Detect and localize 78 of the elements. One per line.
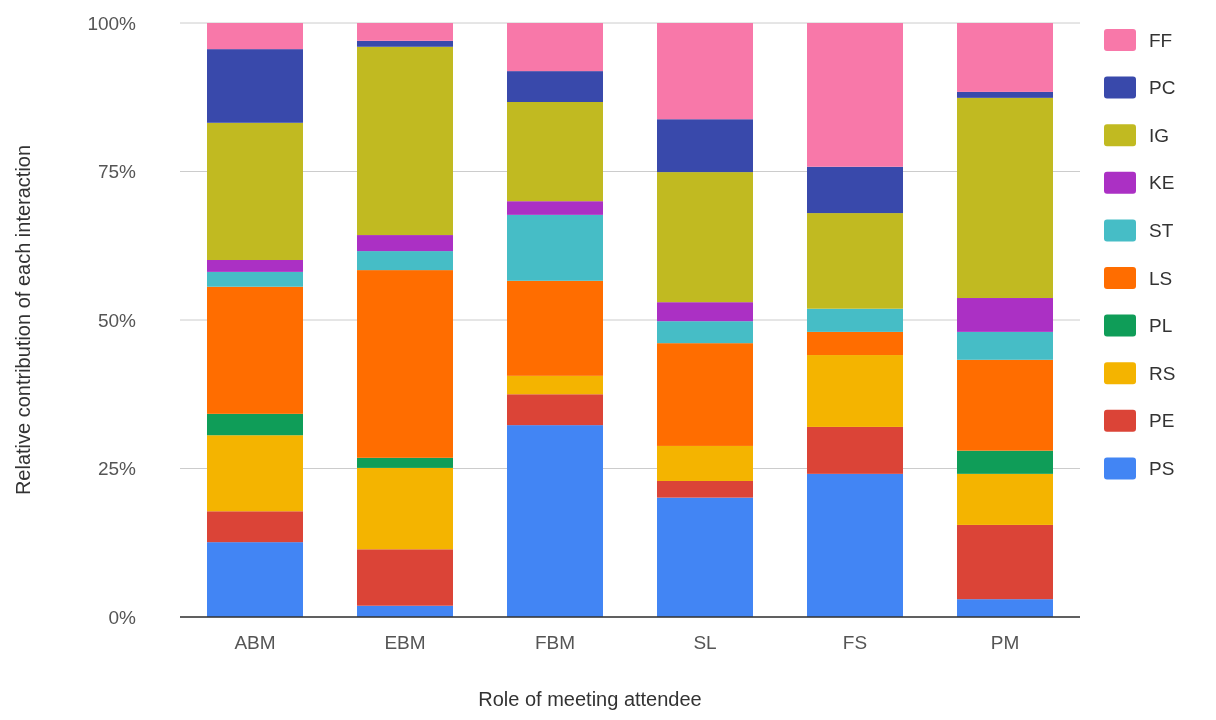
bar bbox=[807, 166, 903, 214]
bar bbox=[957, 359, 1053, 451]
bar bbox=[957, 298, 1053, 332]
bar bbox=[657, 172, 753, 303]
legend-label: KE bbox=[1149, 172, 1175, 194]
y-tick-label: 100% bbox=[87, 12, 137, 34]
bar bbox=[507, 23, 603, 72]
bar bbox=[957, 23, 1053, 92]
bar bbox=[957, 524, 1053, 600]
bar bbox=[207, 435, 303, 512]
legend-label: PE bbox=[1149, 410, 1175, 432]
x-tick-label: ABM bbox=[234, 632, 276, 653]
bar bbox=[207, 413, 303, 436]
bar bbox=[807, 473, 903, 617]
x-tick-label: EBM bbox=[384, 632, 426, 653]
bar bbox=[507, 71, 603, 102]
x-tick-label: PM bbox=[990, 632, 1020, 653]
bar bbox=[507, 280, 603, 376]
bar bbox=[207, 271, 303, 287]
bar bbox=[357, 549, 453, 606]
bar bbox=[357, 467, 453, 550]
legend-label: LS bbox=[1149, 267, 1173, 289]
bar bbox=[357, 235, 453, 252]
bar bbox=[807, 331, 903, 356]
bar bbox=[207, 511, 303, 543]
bar bbox=[657, 23, 753, 120]
bar bbox=[207, 122, 303, 261]
bar bbox=[957, 450, 1053, 474]
bar bbox=[507, 102, 603, 202]
bar bbox=[357, 270, 453, 458]
bar bbox=[957, 473, 1053, 525]
bar bbox=[207, 286, 303, 414]
legend-label: RS bbox=[1149, 362, 1176, 384]
bar bbox=[957, 331, 1053, 360]
bar bbox=[657, 302, 753, 322]
bar bbox=[657, 343, 753, 446]
x-tick-label: FBM bbox=[534, 632, 576, 653]
legend-label: PL bbox=[1149, 315, 1173, 337]
legend-label: ST bbox=[1149, 220, 1174, 242]
bar bbox=[357, 457, 453, 468]
x-axis-title: Role of meeting attendee bbox=[478, 688, 702, 710]
bar bbox=[807, 355, 903, 427]
bar bbox=[807, 23, 903, 167]
bar bbox=[507, 214, 603, 281]
bar bbox=[357, 40, 453, 47]
bar bbox=[357, 46, 453, 236]
x-tick-label: FS bbox=[842, 632, 868, 653]
legend-label: IG bbox=[1149, 124, 1170, 146]
bar bbox=[657, 321, 753, 344]
bar bbox=[957, 599, 1053, 617]
bar bbox=[657, 480, 753, 498]
legend-label: PC bbox=[1149, 77, 1176, 99]
bar bbox=[657, 445, 753, 481]
bar bbox=[507, 394, 603, 426]
y-tick-label: 50% bbox=[97, 309, 137, 331]
bar bbox=[507, 201, 603, 215]
bar bbox=[507, 425, 603, 617]
bar bbox=[207, 49, 303, 123]
y-tick-label: 25% bbox=[97, 458, 137, 480]
bar bbox=[207, 23, 303, 50]
y-tick-label: 0% bbox=[108, 606, 137, 628]
bar bbox=[207, 542, 303, 617]
y-tick-label: 75% bbox=[97, 161, 137, 183]
legend-label: PS bbox=[1149, 458, 1175, 480]
bar bbox=[957, 91, 1053, 98]
bar bbox=[657, 119, 753, 173]
bar bbox=[807, 213, 903, 309]
bar bbox=[657, 497, 753, 617]
y-axis-title: Relative contribution of each interaction bbox=[12, 144, 34, 496]
bar bbox=[207, 260, 303, 272]
bar bbox=[357, 23, 453, 41]
legend-label: FF bbox=[1149, 29, 1173, 51]
bar bbox=[357, 251, 453, 271]
bar bbox=[807, 426, 903, 474]
x-tick-label: SL bbox=[693, 632, 717, 653]
bar bbox=[807, 308, 903, 332]
bar bbox=[507, 375, 603, 395]
bar bbox=[957, 97, 1053, 299]
